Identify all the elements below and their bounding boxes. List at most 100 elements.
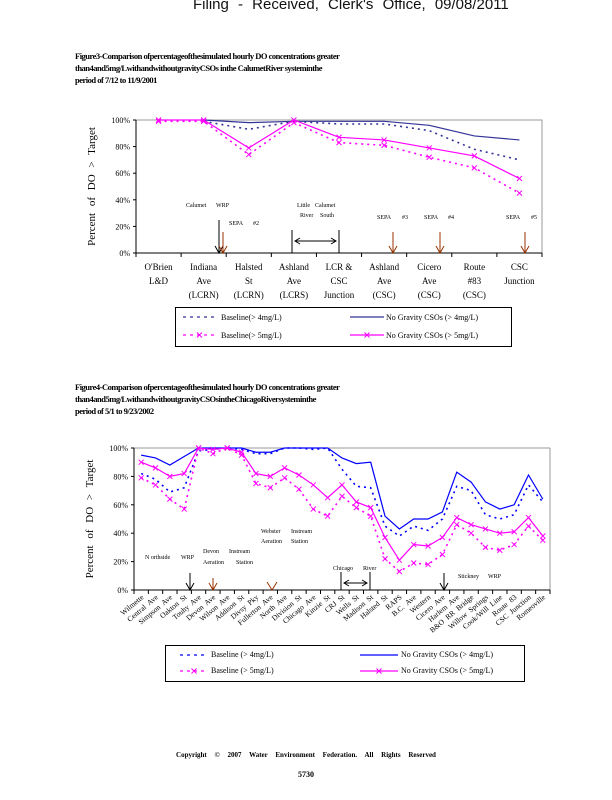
fig4-data-point-marker [511, 528, 517, 535]
fig4-data-point-marker [152, 482, 159, 488]
fig3-annotation-label: South [320, 213, 334, 219]
fig3-annotation-label: Calumet [186, 203, 207, 209]
fig4-series-line-0 [140, 447, 544, 538]
fig3-y-axis-title: Percent of DO > Target [86, 127, 98, 246]
fig4-series-line-1 [141, 447, 544, 530]
legend-nogravity-4: No Gravity CSOs (> 4mg/L) [386, 313, 479, 322]
fig3-x-category-label: CSC [511, 262, 528, 272]
caption-line: Figure4-Comparison ofpercentageofthesimu… [75, 382, 340, 392]
fig4-y-tick-label: 0% [117, 586, 128, 595]
fig4-data-point-marker [181, 506, 188, 512]
fig3-x-category-label: (CSC) [463, 290, 486, 300]
fig4-data-point-marker [210, 450, 216, 457]
fig3-legend-swatch-nogravity-5-marker [364, 332, 370, 338]
fig3-annotation-label: SEPA [506, 215, 521, 221]
fig3-x-category-label: Route [464, 262, 486, 272]
fig4-data-point-marker [353, 499, 360, 505]
fig3-series-line-1 [203, 119, 520, 141]
fig4-data-point-marker [496, 530, 503, 537]
fig4-data-point-marker [253, 480, 259, 487]
fig4-data-point-marker [496, 547, 503, 554]
figure4-legend: Baseline (> 4mg/L) No Gravity CSOs (> 4m… [165, 645, 525, 682]
fig4-arrowhead-left [343, 579, 350, 587]
fig4-data-point-marker [138, 459, 145, 466]
fig4-data-point-marker [310, 482, 317, 488]
fig4-annotation-label: Station [236, 560, 253, 566]
caption-line: Figure3-Comparison ofpercentageofthesimu… [75, 51, 340, 61]
caption-line: than4and5mg/LwithandwithoutgravityCSOs i… [75, 63, 323, 73]
fig4-data-point-marker [267, 473, 274, 480]
fig3-data-point-marker [471, 153, 478, 159]
fig3-legend-swatch-baseline-5-marker [196, 332, 203, 338]
fig4-data-point-marker [296, 472, 302, 478]
fig3-y-tick-label: 40% [115, 196, 130, 205]
fig3-x-category-label: Ashland [279, 262, 309, 272]
fig3-arrow-icon-head [218, 245, 228, 255]
fig4-data-point-marker [253, 470, 259, 477]
fig3-x-category-label: Ave [422, 276, 436, 286]
fig3-data-point-marker [245, 151, 252, 158]
fig4-data-point-marker [267, 484, 274, 491]
fig3-data-point-marker [381, 142, 387, 149]
fig3-arrowhead-right [330, 237, 337, 245]
fig4-data-point-marker [281, 474, 288, 481]
fig4-data-point-marker [152, 465, 159, 471]
fig4-data-point-marker [396, 557, 403, 564]
fig4-y-tick-label: 100% [109, 444, 128, 453]
fig3-annotation-label: WRP [216, 203, 230, 209]
fig3-x-category-label: St [245, 276, 253, 286]
fig4-data-point-marker [210, 446, 216, 453]
fig4-data-point-marker [511, 541, 517, 548]
figure3-caption: Figure3-Comparison ofpercentageofthesimu… [75, 50, 515, 86]
fig4-y-tick-label: 60% [113, 501, 128, 510]
fig3-data-point-marker [426, 154, 433, 161]
fig4-v-marker-icon [266, 581, 278, 591]
fig3-x-category-label: Ashland [369, 262, 399, 272]
fig4-arrowhead-right [361, 579, 368, 587]
fig4-data-point-marker [482, 544, 489, 551]
fig3-x-category-label: (LCRN) [234, 290, 264, 300]
legend-baseline-4: Baseline(> 4mg/L) [221, 313, 282, 322]
fig3-annotation-label: #5 [531, 215, 537, 221]
fig4-annotation-label: N orthside [145, 555, 171, 561]
fig4-data-point-marker [410, 560, 417, 566]
fig4-legend-swatch-nogravity-5-marker [376, 668, 382, 674]
fig4-annotation-label: Instream [229, 549, 250, 555]
fig4-annotation-label: Chicago [333, 566, 353, 572]
fig4-data-point-marker [324, 513, 331, 520]
fig4-data-point-marker [310, 506, 317, 512]
filing-stamp-header: Filing - Received, Clerk's Office, 09/08… [193, 0, 509, 13]
fig3-x-category-label: Indiana [190, 262, 217, 272]
fig4-data-point-marker [525, 514, 532, 521]
fig3-arrow-icon-head [214, 245, 224, 255]
fig3-x-category-label: (LCRS) [280, 290, 309, 300]
fig3-y-tick-label: 80% [115, 143, 130, 152]
fig3-data-point-marker [245, 145, 252, 151]
fig3-x-category-label: O'Brien [144, 262, 173, 272]
fig3-data-point-marker [471, 165, 478, 171]
fig4-y-axis-title: Percent of DO > Target [84, 460, 96, 579]
fig4-series-line-2 [140, 446, 544, 573]
fig3-annotation-label: Calumet [315, 203, 336, 209]
fig4-y-tick-label: 80% [113, 472, 128, 481]
fig3-annotation-label: #3 [402, 215, 408, 221]
figure4-caption: Figure4-Comparison ofpercentageofthesimu… [75, 381, 515, 417]
fig3-arrow-icon-head [435, 245, 445, 255]
fig3-x-category-label: #83 [468, 276, 482, 286]
fig4-data-point-marker [296, 486, 302, 493]
page-number: 5730 [298, 770, 314, 779]
fig3-x-category-label: (CSC) [418, 290, 441, 300]
fig4-data-point-marker [324, 494, 331, 501]
fig4-annotation-label: WRP [488, 574, 502, 580]
fig3-x-category-label: L&D [149, 276, 168, 286]
fig4-y-tick-label: 20% [113, 558, 128, 567]
fig3-annotation-label: #4 [448, 215, 454, 221]
fig3-data-point-marker [336, 134, 342, 141]
fig3-arrow-icon-head [388, 245, 398, 255]
fig3-x-category-label: CSC [330, 276, 347, 286]
fig4-data-point-marker [367, 504, 374, 511]
legend-nogravity-5: No Gravity CSOs (> 5mg/L) [386, 331, 479, 340]
fig4-data-point-marker [167, 473, 173, 480]
caption-line: period of 7/12 to 11/9/2001 [75, 75, 157, 85]
